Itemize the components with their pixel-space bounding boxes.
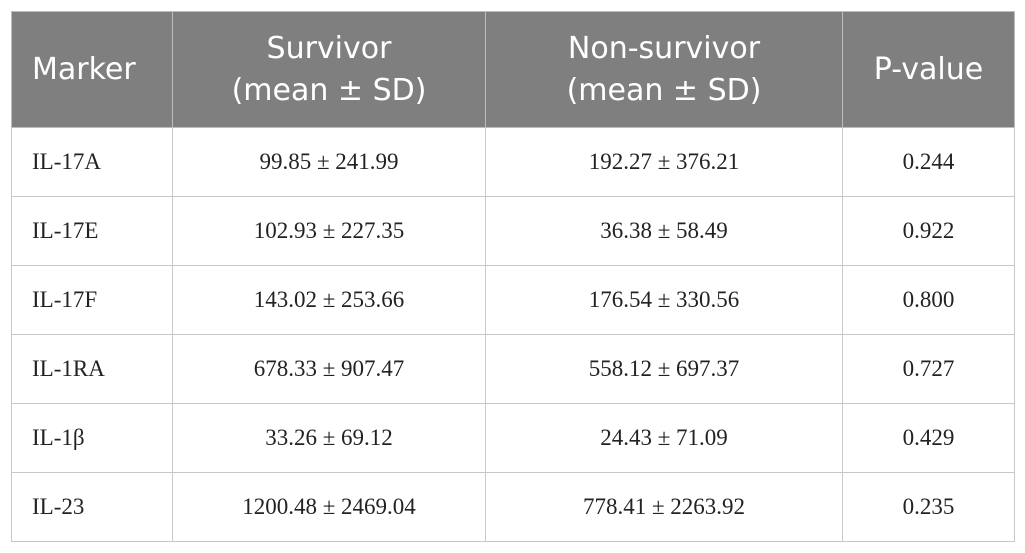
- marker-cell: IL-17E: [11, 196, 173, 266]
- header-cell: Marker: [11, 11, 173, 128]
- table-header: Marker Survivor (mean ± SD) Non-survivor (me…: [11, 11, 1015, 128]
- value-cell: 0.235: [842, 472, 1015, 542]
- header-row: Marker Survivor (mean ± SD) Non-survivor (me…: [11, 11, 1015, 128]
- table-row: IL-1β 33.26 ± 69.12 24.43 ± 71.09 0.429: [11, 403, 1015, 473]
- header-text: (mean ± SD): [231, 72, 427, 108]
- marker-cell: IL-17A: [11, 127, 173, 197]
- table-body: IL-17A 99.85 ± 241.99 192.27 ± 376.21 0.244…: [11, 127, 1015, 542]
- marker-cell: IL-1β: [11, 403, 173, 473]
- table-row: IL-17F 143.02 ± 253.66 176.54 ± 330.56 0.80…: [11, 265, 1015, 335]
- header-text: Non-survivor: [567, 30, 761, 66]
- value-cell: 36.38 ± 58.49: [485, 196, 843, 266]
- header-text: (mean ± SD): [566, 72, 762, 108]
- value-cell: 1200.48 ± 2469.04: [172, 472, 486, 542]
- value-cell: 678.33 ± 907.47: [172, 334, 486, 404]
- header-cell: Survivor (mean ± SD): [172, 11, 486, 128]
- table-row: IL-17A 99.85 ± 241.99 192.27 ± 376.21 0.244: [11, 127, 1015, 197]
- header-cell: Non-survivor (mean ± SD): [485, 11, 843, 128]
- table-row: IL-17E 102.93 ± 227.35 36.38 ± 58.49 0.922: [11, 196, 1015, 266]
- value-cell: 0.727: [842, 334, 1015, 404]
- value-cell: 558.12 ± 697.37: [485, 334, 843, 404]
- marker-cell: IL-17F: [11, 265, 173, 335]
- value-cell: 176.54 ± 330.56: [485, 265, 843, 335]
- value-cell: 0.800: [842, 265, 1015, 335]
- value-cell: 99.85 ± 241.99: [172, 127, 486, 197]
- table-row: IL-1RA 678.33 ± 907.47 558.12 ± 697.37 0.72…: [11, 334, 1015, 404]
- value-cell: 0.922: [842, 196, 1015, 266]
- header-text: Marker: [32, 51, 136, 87]
- value-cell: 24.43 ± 71.09: [485, 403, 843, 473]
- header-text: P-value: [873, 51, 984, 87]
- value-cell: 778.41 ± 2263.92: [485, 472, 843, 542]
- value-cell: 0.429: [842, 403, 1015, 473]
- value-cell: 33.26 ± 69.12: [172, 403, 486, 473]
- marker-cell: IL-23: [11, 472, 173, 542]
- value-cell: 143.02 ± 253.66: [172, 265, 486, 335]
- value-cell: 192.27 ± 376.21: [485, 127, 843, 197]
- table-row: IL-23 1200.48 ± 2469.04 778.41 ± 2263.92 0.…: [11, 472, 1015, 542]
- marker-cell: IL-1RA: [11, 334, 173, 404]
- header-text: Survivor: [266, 30, 392, 66]
- value-cell: 102.93 ± 227.35: [172, 196, 486, 266]
- header-cell: P-value: [842, 11, 1015, 128]
- value-cell: 0.244: [842, 127, 1015, 197]
- data-table: Marker Survivor (mean ± SD) Non-survivor (me…: [11, 11, 1015, 542]
